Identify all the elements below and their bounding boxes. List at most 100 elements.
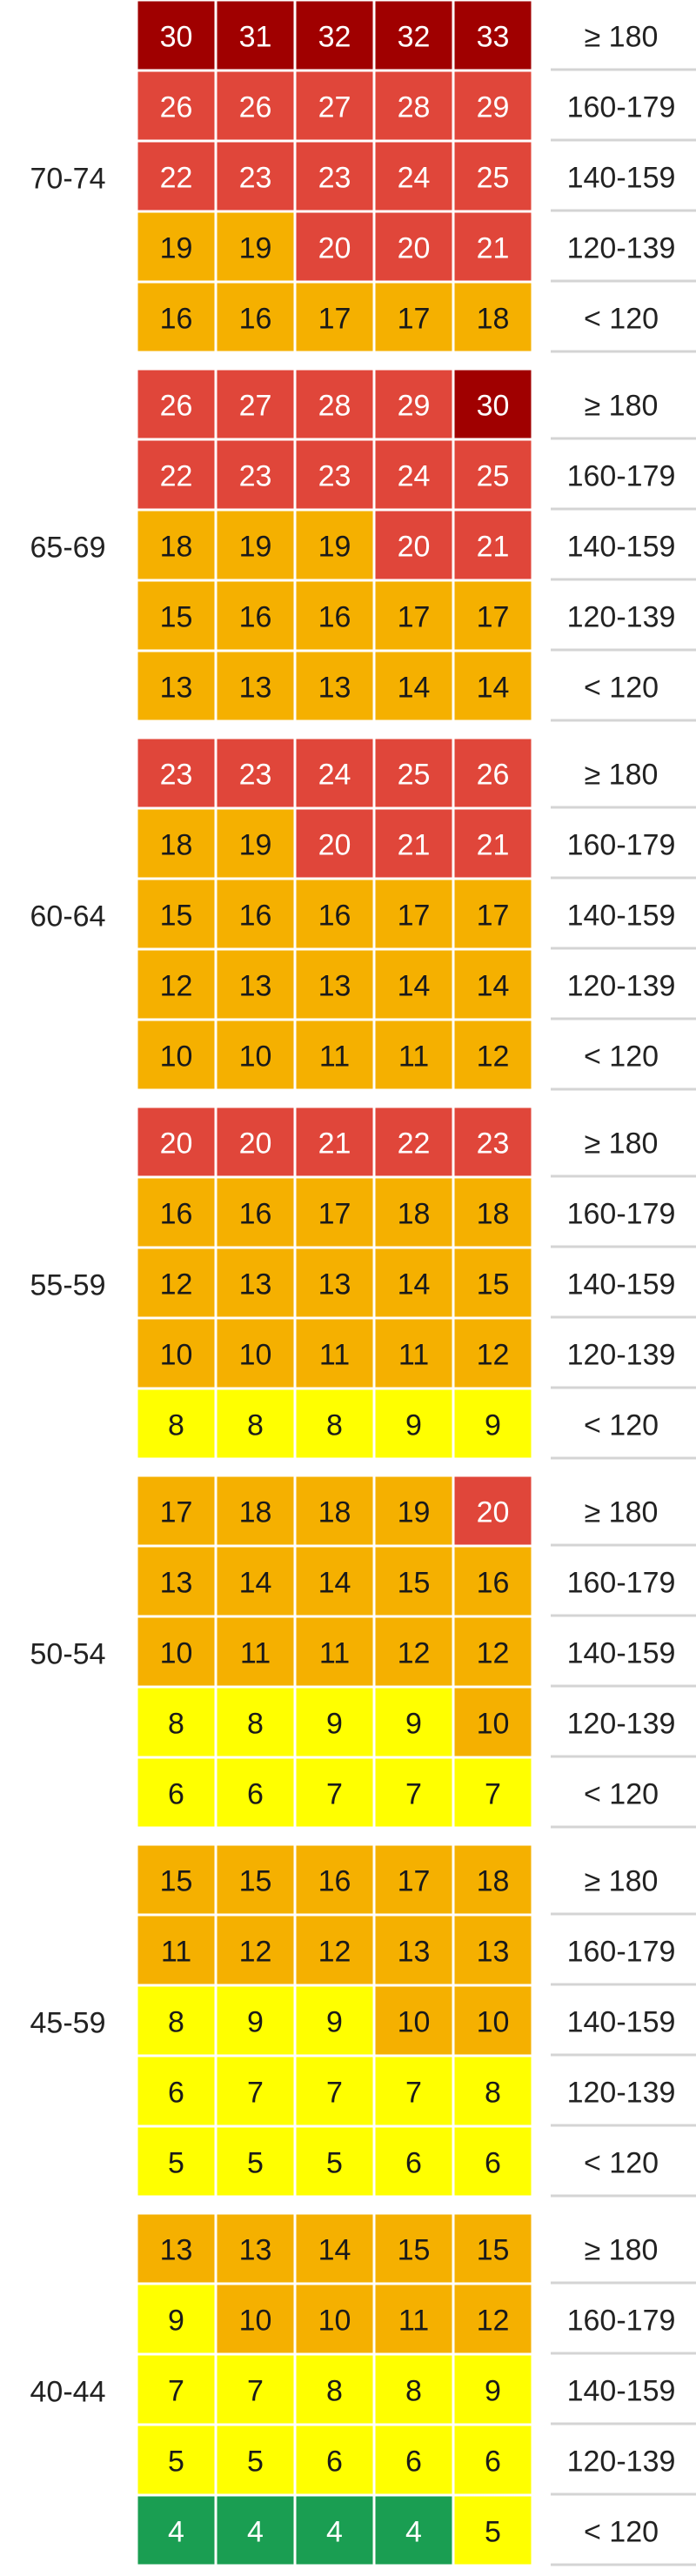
risk-value: 13 xyxy=(239,970,272,1003)
risk-value: 9 xyxy=(485,2375,501,2408)
risk-value: 26 xyxy=(477,759,510,792)
risk-value: 27 xyxy=(239,390,272,423)
risk-cell xyxy=(452,438,534,512)
risk-value: 16 xyxy=(318,1865,351,1898)
risk-cell xyxy=(293,69,376,143)
risk-value: 14 xyxy=(398,672,431,705)
risk-cell xyxy=(135,2423,218,2497)
risk-value: 6 xyxy=(485,2446,501,2479)
risk-value: 8 xyxy=(168,1409,184,1442)
risk-cell xyxy=(135,2493,218,2567)
risk-value: 18 xyxy=(477,1198,510,1231)
risk-value: 16 xyxy=(239,601,272,634)
risk-cell xyxy=(214,1843,297,1917)
risk-value: 21 xyxy=(477,531,510,564)
risk-value: 19 xyxy=(239,232,272,265)
risk-cell xyxy=(452,1316,534,1390)
age-group-50-54: 50-54 17 18 18 19 20 ≥ 180 13 14 14 15 16 160-179 10 1… xyxy=(30,1474,696,1830)
risk-value: 23 xyxy=(477,1127,510,1161)
risk-value: 27 xyxy=(318,91,351,124)
age-group-55-59: 55-59 20 20 21 22 23 ≥ 180 16 16 17 18 18 160-179 12 1… xyxy=(30,1105,696,1461)
risk-value: 6 xyxy=(405,2446,422,2479)
risk-value: 22 xyxy=(160,162,193,195)
risk-cell xyxy=(372,649,455,723)
risk-value: 11 xyxy=(319,1339,350,1372)
risk-value: 9 xyxy=(405,1708,422,1741)
risk-value: 10 xyxy=(239,1339,272,1372)
risk-value: 7 xyxy=(405,2077,422,2110)
risk-value: 15 xyxy=(398,1567,431,1600)
risk-value: 16 xyxy=(160,1198,193,1231)
risk-value: 12 xyxy=(318,1936,351,1969)
risk-value: 10 xyxy=(318,2305,351,2338)
bp-row-label: 160-179 xyxy=(567,1198,676,1231)
risk-value: 16 xyxy=(239,1198,272,1231)
risk-cell xyxy=(293,579,376,652)
bp-row-label: < 120 xyxy=(584,672,659,705)
risk-value: 19 xyxy=(239,829,272,862)
risk-value: 5 xyxy=(168,2147,184,2180)
risk-cell xyxy=(452,579,534,652)
risk-value: 24 xyxy=(398,162,431,195)
risk-value: 4 xyxy=(405,2516,422,2549)
risk-cell xyxy=(293,1756,376,1830)
risk-value: 25 xyxy=(477,460,510,493)
risk-value: 16 xyxy=(318,900,351,933)
risk-cell xyxy=(135,139,218,213)
age-label: 60-64 xyxy=(30,900,106,933)
risk-cell xyxy=(214,2054,297,2128)
risk-cell xyxy=(214,210,297,284)
risk-value: 17 xyxy=(398,1865,431,1898)
risk-cell xyxy=(452,280,534,354)
risk-value: 20 xyxy=(318,829,351,862)
risk-cell xyxy=(372,1387,455,1461)
risk-cell xyxy=(293,947,376,1021)
risk-value: 14 xyxy=(318,2234,351,2267)
risk-value: 32 xyxy=(398,21,431,54)
risk-cell xyxy=(372,1843,455,1917)
risk-value: 16 xyxy=(239,303,272,336)
risk-value: 20 xyxy=(239,1127,272,1161)
bp-row-label: < 120 xyxy=(584,1040,659,1074)
risk-cell xyxy=(214,280,297,354)
risk-value: 6 xyxy=(168,2077,184,2110)
risk-cell xyxy=(452,2282,534,2356)
risk-value: 17 xyxy=(398,303,431,336)
risk-value: 12 xyxy=(477,1637,510,1670)
risk-cell xyxy=(452,649,534,723)
risk-cell xyxy=(135,280,218,354)
risk-value: 9 xyxy=(247,2006,264,2039)
bp-row-label: 120-139 xyxy=(567,1339,676,1372)
risk-value: 23 xyxy=(318,460,351,493)
risk-value: 11 xyxy=(161,1936,191,1969)
risk-cell xyxy=(372,2054,455,2128)
risk-value: 18 xyxy=(477,1865,510,1898)
bp-row-label: 120-139 xyxy=(567,2446,676,2479)
risk-value: 9 xyxy=(326,2006,343,2039)
bp-row-label: ≥ 180 xyxy=(585,1865,659,1898)
risk-value: 11 xyxy=(319,1040,350,1074)
risk-cell xyxy=(452,139,534,213)
risk-cell xyxy=(135,0,218,72)
bp-row-label: < 120 xyxy=(584,2516,659,2549)
bp-row-label: 140-159 xyxy=(567,1637,676,1670)
risk-cell xyxy=(214,2423,297,2497)
risk-cell xyxy=(135,1316,218,1390)
risk-cell xyxy=(135,1913,218,1987)
bp-row-label: < 120 xyxy=(584,2147,659,2180)
risk-cell xyxy=(293,1843,376,1917)
risk-value: 11 xyxy=(398,1040,429,1074)
risk-value: 5 xyxy=(168,2446,184,2479)
risk-cell xyxy=(372,2423,455,2497)
bp-row-label: ≥ 180 xyxy=(585,1127,659,1161)
risk-value: 8 xyxy=(485,2077,501,2110)
risk-value: 24 xyxy=(398,460,431,493)
risk-cell xyxy=(293,1913,376,1987)
risk-value: 5 xyxy=(326,2147,343,2180)
risk-value: 25 xyxy=(477,162,510,195)
risk-cell xyxy=(452,736,534,810)
bp-row-label: ≥ 180 xyxy=(585,2234,659,2267)
risk-value: 6 xyxy=(326,2446,343,2479)
risk-cell xyxy=(135,947,218,1021)
